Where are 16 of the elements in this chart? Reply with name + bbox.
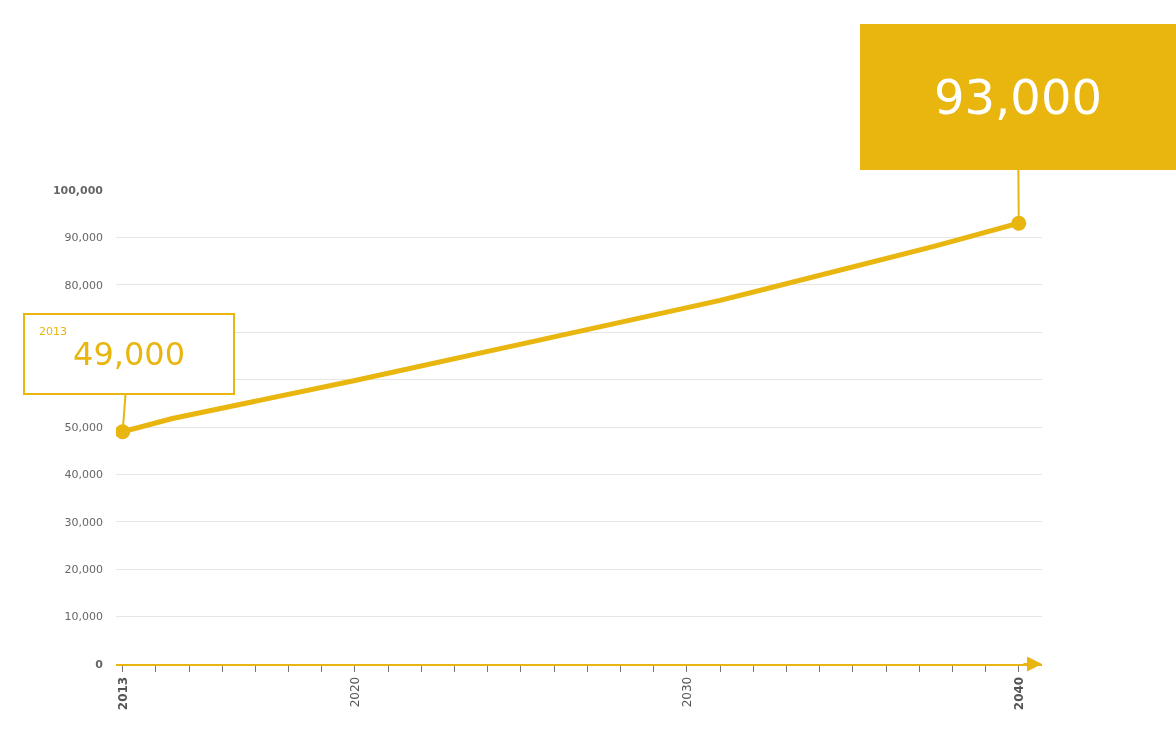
x-tick-label: 2030: [679, 676, 694, 708]
y-tick-label: 20,000: [64, 563, 103, 577]
x-tick-label: 2020: [347, 676, 362, 708]
x-tick-label: 2013: [115, 676, 130, 711]
y-tick-label: 80,000: [64, 278, 103, 292]
y-tick-label: 10,000: [64, 610, 103, 624]
y-tick-label: 100,000: [52, 183, 104, 197]
annotation: 49,000: [73, 335, 185, 373]
y-tick-label: 90,000: [64, 231, 103, 245]
y-tick-label: 40,000: [64, 468, 103, 482]
y-tick-label: 50,000: [64, 420, 103, 434]
text: 2013: [39, 325, 67, 338]
y-tick-label: 30,000: [64, 515, 103, 529]
y-tick-label: 0: [95, 657, 104, 671]
annotation: 93,000: [934, 69, 1102, 125]
x-tick-label: 2040: [1011, 676, 1026, 711]
